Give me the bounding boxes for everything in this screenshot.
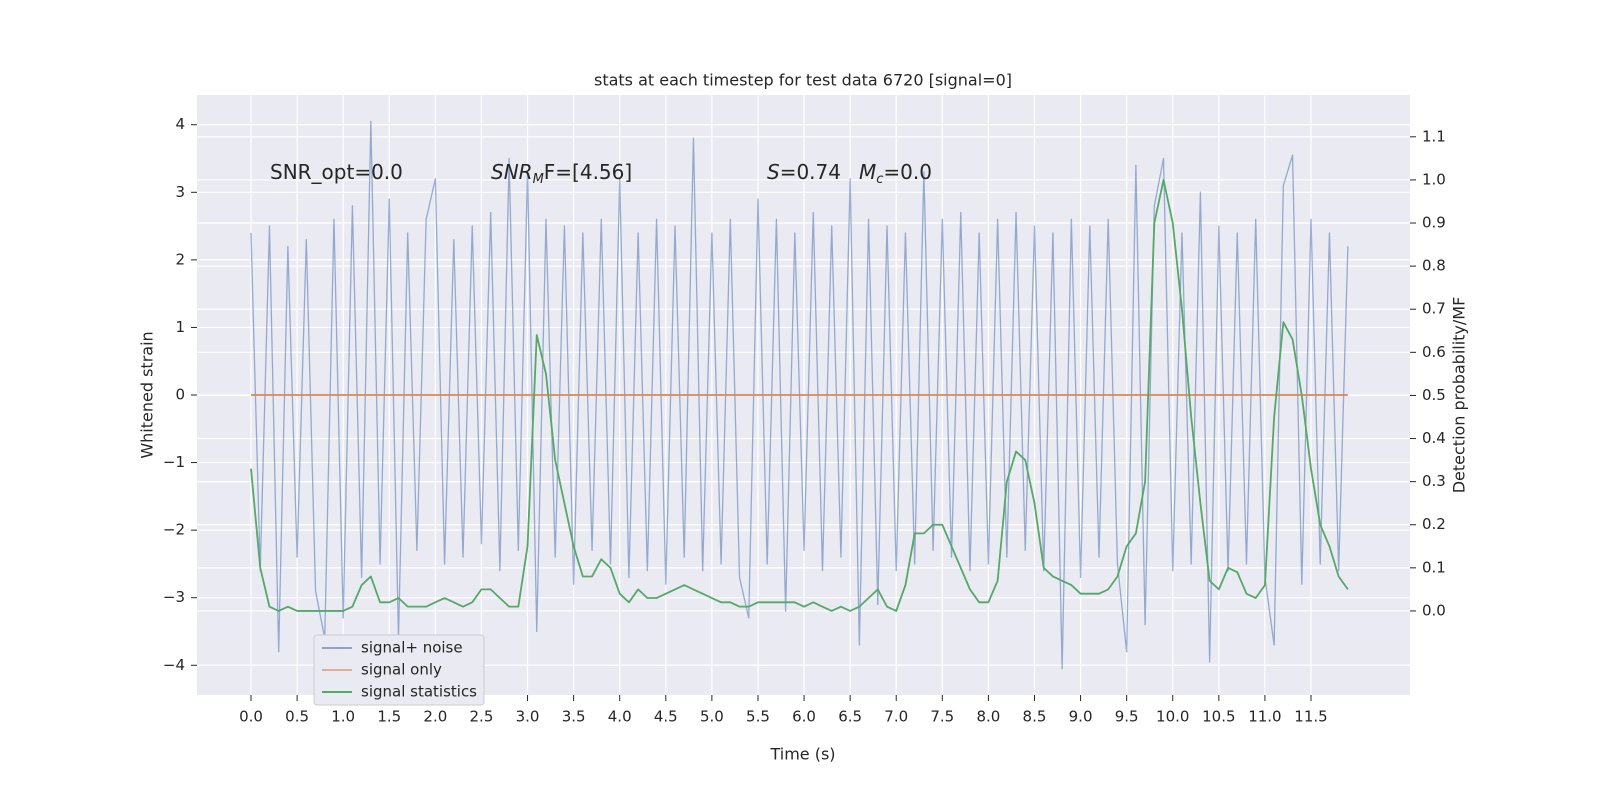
x-tick-label: 3.5 [562,708,586,726]
y2-tick-label: 0.1 [1422,558,1446,576]
series-line [250,120,1349,670]
x-tick-label: 2.5 [470,708,494,726]
y2-tick-label: 0.9 [1422,214,1446,232]
annotation-part: SNR [491,160,533,184]
x-tick-label: 11.5 [1294,708,1327,726]
x-tick-label: 6.0 [792,708,816,726]
annotation-part: M [533,172,544,187]
y-tick-label: 0 [175,386,185,404]
y2-tick-label: 0.8 [1422,257,1446,275]
y-tick-label: 3 [175,183,185,201]
x-tick-label: 7.5 [930,708,954,726]
annotation: S=0.74 [767,160,841,184]
y-tick-label: 2 [175,250,185,268]
x-tick-label: 9.5 [1115,708,1139,726]
y-tick-label: 4 [175,115,185,133]
y-tick-label: −1 [163,453,185,471]
y-tick-label: −3 [163,588,185,606]
x-tick-label: 0.0 [239,708,263,726]
legend-label: signal+ noise [361,639,463,657]
y-axis-label: Whitened strain [138,331,157,458]
legend-label: signal statistics [361,683,477,701]
x-tick-label: 10.0 [1156,708,1189,726]
y2-tick-label: 0.2 [1422,515,1446,533]
y2-axis-label: Detection probability/MF [1450,297,1469,494]
series-line [250,179,1349,612]
legend-box [313,634,485,706]
x-tick-label: 6.5 [838,708,862,726]
x-tick-label: 10.5 [1202,708,1235,726]
chart-title: stats at each timestep for test data 672… [594,71,1012,90]
annotation: Mc=0.0 [859,160,932,187]
x-axis-label: Time (s) [769,745,835,764]
y2-tick-label: 0.0 [1422,601,1446,619]
y-tick-label: 1 [175,318,185,336]
y2-tick-label: 0.6 [1422,343,1446,361]
annotation-part: =0.74 [780,160,841,184]
annotation-part: F=[4.56] [544,160,632,184]
annotation-part: c [876,172,883,187]
x-tick-label: 7.0 [884,708,908,726]
annotation-part: =0.0 [883,160,932,184]
x-tick-label: 1.5 [377,708,401,726]
annotation-part: M [859,160,876,184]
x-tick-label: 8.5 [1023,708,1047,726]
x-tick-label: 8.0 [976,708,1000,726]
annotation-part: S [767,160,780,184]
y2-tick-label: 0.7 [1422,300,1446,318]
annotation-part: SNR_opt=0.0 [270,160,403,184]
x-tick-label: 3.0 [516,708,540,726]
x-tick-label: 5.0 [700,708,724,726]
y-tick-label: −2 [163,521,185,539]
y2-tick-label: 1.1 [1422,127,1446,145]
x-tick-label: 5.5 [746,708,770,726]
y2-tick-label: 1.0 [1422,170,1446,188]
y2-tick-label: 0.4 [1422,429,1446,447]
y2-tick-label: 0.3 [1422,472,1446,490]
annotation: SNR_opt=0.0 [270,160,403,184]
x-tick-label: 4.5 [654,708,678,726]
x-tick-label: 1.0 [331,708,355,726]
x-tick-label: 11.0 [1248,708,1281,726]
x-tick-label: 9.0 [1069,708,1093,726]
annotation: SNRMF=[4.56] [491,160,632,187]
y2-tick-label: 0.5 [1422,386,1446,404]
x-tick-label: 2.0 [423,708,447,726]
x-tick-label: 0.5 [285,708,309,726]
y-tick-label: −4 [163,656,185,674]
x-tick-label: 4.0 [608,708,632,726]
legend-label: signal only [361,661,442,679]
